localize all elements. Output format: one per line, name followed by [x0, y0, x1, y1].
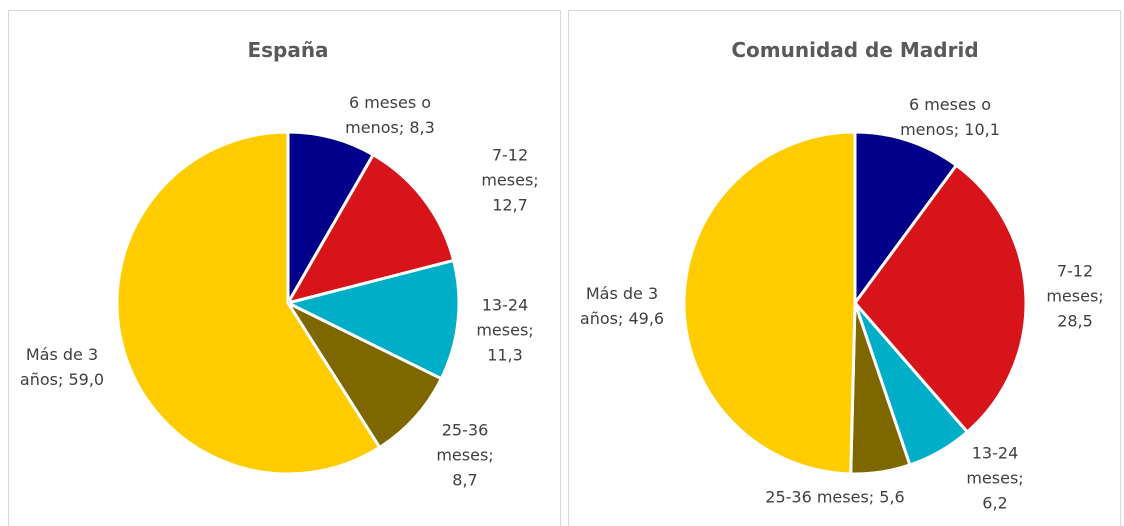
category-label: 6 meses o menos [900, 95, 992, 139]
label-separator: ; [1018, 468, 1024, 488]
panel [8, 10, 561, 526]
value-label: 5,6 [879, 487, 905, 507]
label-separator: ; [57, 370, 64, 389]
label-separator: ; [1098, 286, 1104, 306]
label-separator: ; [528, 320, 534, 340]
label-separator: ; [398, 118, 405, 137]
panel [568, 10, 1121, 526]
label-separator: ; [533, 170, 539, 190]
value-label: 8,7 [452, 470, 478, 490]
data-label: 7-12 meses; 28,5 [1040, 259, 1110, 334]
category-label: 13-24 meses [966, 443, 1019, 488]
label-separator: ; [488, 445, 494, 465]
pie-slice [286, 130, 376, 309]
chart-title: España [247, 38, 329, 62]
value-label: 12,7 [492, 195, 528, 215]
pie-slice [283, 258, 461, 381]
pie-slice [853, 130, 959, 308]
value-label: 59,0 [68, 370, 105, 389]
value-label: 28,5 [1057, 311, 1093, 331]
pie-slice [284, 152, 456, 306]
category-label: 25-36 meses [436, 420, 489, 465]
label-separator: ; [953, 120, 960, 139]
data-label: Más de 3 años; 59,0 [12, 342, 112, 392]
category-label: 7-12 meses [1046, 261, 1099, 306]
category-label: 6 meses o menos [345, 93, 432, 137]
data-label: 7-12 meses; 12,7 [475, 143, 545, 218]
category-label: Más de 3 años [579, 284, 659, 328]
data-label: 6 meses o menos; 10,1 [883, 92, 1018, 142]
data-label: 13-24 meses; 6,2 [960, 441, 1030, 516]
category-label: 25-36 meses [765, 487, 869, 507]
category-label: 13-24 meses [476, 295, 529, 340]
label-separator: ; [617, 309, 624, 328]
data-label: 6 meses o menos; 8,3 [328, 90, 453, 140]
pie-slice [115, 130, 382, 476]
data-label: 13-24 meses; 11,3 [470, 293, 540, 368]
pie-slice [682, 130, 857, 476]
category-label: Más de 3 años [19, 345, 99, 389]
value-label: 8,3 [409, 118, 435, 137]
pie-slice [283, 299, 444, 450]
value-label: 10,1 [964, 120, 1000, 139]
data-label: 25-36 meses; 5,6 [740, 485, 930, 510]
value-label: 6,2 [982, 493, 1008, 513]
pie-slice [853, 163, 1028, 435]
data-label: 25-36 meses; 8,7 [430, 418, 500, 493]
chart-title: Comunidad de Madrid [731, 38, 979, 62]
data-label: Más de 3 años; 49,6 [575, 281, 670, 331]
category-label: 7-12 meses [481, 145, 534, 190]
value-label: 11,3 [487, 345, 523, 365]
label-separator: ; [868, 487, 875, 507]
value-label: 49,6 [628, 309, 665, 328]
